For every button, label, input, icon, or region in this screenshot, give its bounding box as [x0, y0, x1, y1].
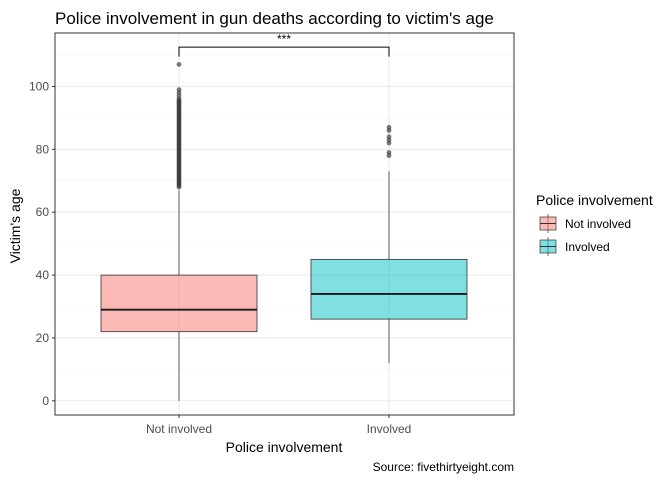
legend-item: Not involved — [539, 214, 631, 233]
y-axis: 0 20 40 60 80 100 — [29, 79, 55, 408]
x-tick-label: Not involved — [146, 422, 212, 436]
outlier-point — [386, 150, 392, 155]
chart-title: Police involvement in gun deaths accordi… — [55, 9, 494, 28]
legend-label: Not involved — [565, 217, 631, 231]
x-axis-title: Police involvement — [226, 439, 343, 455]
significance-label: *** — [277, 32, 291, 46]
outlier-point — [386, 134, 392, 140]
legend: Police involvement Not involved Involved — [536, 192, 653, 256]
box-not-involved — [100, 62, 258, 401]
box-iqr — [100, 274, 258, 333]
plot-background — [55, 33, 514, 415]
outlier-point — [386, 124, 392, 130]
y-tick-label: 100 — [29, 79, 49, 93]
x-axis: Not involved Involved — [146, 415, 411, 436]
x-tick-label: Involved — [367, 422, 412, 436]
legend-item: Involved — [539, 237, 610, 256]
y-tick-label: 80 — [36, 142, 50, 156]
outlier-point — [176, 87, 182, 92]
legend-label: Involved — [565, 240, 610, 254]
chart-caption: Source: fivethirtyeight.com — [373, 460, 514, 474]
legend-title: Police involvement — [536, 192, 653, 208]
bracket-line — [178, 46, 390, 57]
significance-bracket: *** — [178, 32, 390, 57]
box-series — [100, 62, 468, 401]
y-tick-label: 20 — [36, 331, 50, 345]
box-iqr — [310, 258, 468, 320]
plot-panel: *** — [54, 32, 515, 416]
y-tick-label: 60 — [36, 205, 50, 219]
y-tick-label: 0 — [42, 394, 49, 408]
y-axis-title: Victim's age — [7, 188, 23, 263]
plot-border — [54, 32, 515, 416]
outlier-point — [176, 62, 182, 67]
box-involved — [310, 124, 468, 364]
y-tick-label: 40 — [36, 268, 50, 282]
